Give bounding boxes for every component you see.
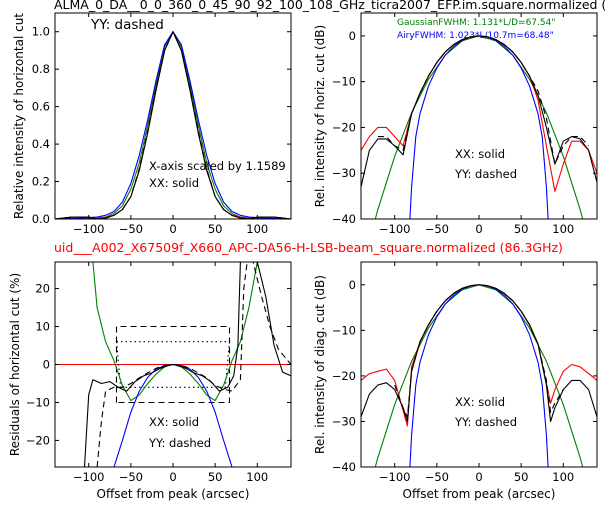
- y-tick-label: −40: [332, 212, 356, 226]
- y-tick-label: 0: [349, 278, 356, 292]
- x-tick-label: 0: [475, 222, 482, 236]
- series-line: [115, 341, 122, 388]
- panel-horizontal-cut-linear: −100 −50 0 50 100 0.0 0.2 0.4 0.6 0.8 1.0 Relative …: [12, 12, 292, 236]
- y-tick-label: 1.0: [32, 25, 50, 39]
- series-line: [394, 284, 564, 418]
- x-tick-label: 100: [552, 222, 574, 236]
- legend-entry: GaussianFWHM: 1.131*L/D=67.54": [397, 18, 555, 28]
- y-axis-label: Rel. intensity of horiz. cut (dB): [313, 25, 327, 207]
- line-style-annotation: XX: solid: [455, 395, 505, 409]
- y-tick-label: −10: [26, 395, 50, 409]
- lower-panels-title: uid___A002_X67509f_X660_APC-DA56-H-LSB-b…: [54, 240, 563, 255]
- series-line: [361, 35, 597, 188]
- x-tick-label: −50: [119, 470, 143, 484]
- x-axis-label: Offset from peak (arcsec): [97, 487, 250, 501]
- y-tick-label: 0: [43, 358, 50, 372]
- line-style-annotation: XX: solid: [455, 147, 505, 161]
- series-line: [55, 31, 291, 219]
- x-tick-label: 50: [208, 470, 223, 484]
- y-tick-label: 0.6: [32, 100, 50, 114]
- x-tick-label: 50: [514, 222, 529, 236]
- x-tick-label: 50: [514, 470, 529, 484]
- x-tick-label: 100: [246, 470, 268, 484]
- x-tick-label: 50: [208, 222, 223, 236]
- legend-entry: AiryFWHM: 1.023*L/10.7m=68.48": [397, 31, 554, 41]
- line-style-annotation: X-axis scaled by 1.1589: [149, 159, 286, 173]
- y-tick-label: 0: [349, 29, 356, 43]
- series-line: [409, 35, 549, 219]
- series-line: [55, 262, 291, 467]
- x-tick-label: −50: [119, 222, 143, 236]
- series-line: [115, 325, 231, 404]
- y-tick-label: 20: [35, 282, 50, 296]
- x-tick-label: −100: [379, 222, 411, 236]
- series-line: [55, 31, 291, 219]
- x-tick-label: 0: [169, 222, 176, 236]
- y-tick-label: −30: [332, 414, 356, 428]
- y-tick-label: −10: [332, 323, 356, 337]
- series-line: [92, 262, 258, 402]
- y-tick-label: 0.4: [32, 137, 50, 151]
- y-tick-label: 10: [35, 320, 50, 334]
- series-line: [224, 341, 231, 388]
- y-tick-label: −40: [332, 460, 356, 474]
- y-tick-label: 0.8: [32, 62, 50, 76]
- y-axis-label: Relative intensity of horizontal cut: [12, 13, 26, 219]
- series-line: [55, 31, 291, 219]
- x-tick-label: 0: [169, 470, 176, 484]
- line-style-annotation: YY: dashed: [148, 436, 211, 450]
- x-tick-label: −100: [73, 470, 105, 484]
- y-tick-label: −10: [332, 75, 356, 89]
- y-axis-label: Rel. intensity of diag. cut (dB): [313, 275, 327, 454]
- line-style-annotation: XX: solid: [149, 415, 199, 429]
- series-line: [96, 262, 291, 467]
- x-tick-label: 0: [475, 470, 482, 484]
- x-tick-label: −50: [425, 222, 449, 236]
- y-tick-label: 0.0: [32, 212, 50, 226]
- line-style-annotation: XX: solid: [149, 176, 199, 190]
- plot-frame: [360, 261, 598, 468]
- series-line: [377, 35, 590, 165]
- y-tick-label: −20: [332, 120, 356, 134]
- figure-title: ALMA_0_DA__0_0_360_0_45_90_92_100_108_GH…: [54, 0, 606, 12]
- x-tick-label: 100: [552, 470, 574, 484]
- y-axis-label: Residuals of horizontal cut (%): [8, 273, 22, 456]
- line-style-annotation: YY: dashed: [454, 415, 517, 429]
- series-line: [55, 31, 291, 219]
- x-tick-label: −100: [379, 470, 411, 484]
- series-line: [409, 284, 549, 467]
- y-tick-label: 0.2: [32, 175, 50, 189]
- x-axis-label: Offset from peak (arcsec): [403, 487, 556, 501]
- y-tick-label: −20: [26, 433, 50, 447]
- series-line: [55, 31, 291, 219]
- x-tick-label: −50: [425, 470, 449, 484]
- y-tick-label: −30: [332, 166, 356, 180]
- scale-annotation: YY: dashed: [90, 17, 164, 33]
- plot-frame: [360, 12, 598, 220]
- x-tick-label: −100: [73, 222, 105, 236]
- line-style-annotation: YY: dashed: [454, 167, 517, 181]
- y-tick-label: −20: [332, 369, 356, 383]
- x-tick-label: 100: [246, 222, 268, 236]
